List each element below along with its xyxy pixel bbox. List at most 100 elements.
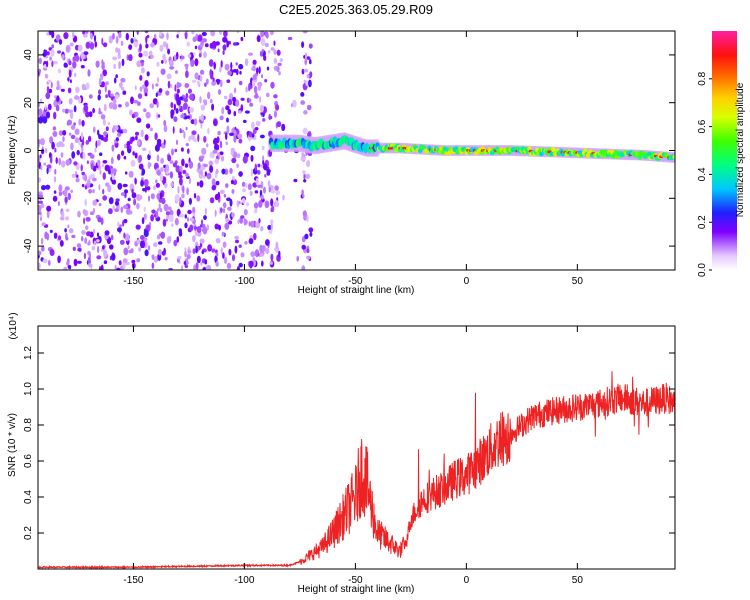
noise-speckle: [200, 114, 204, 122]
noise-speckle: [229, 132, 234, 136]
noise-speckle: [151, 83, 154, 90]
noise-speckle: [143, 229, 149, 238]
noise-speckle: [250, 145, 256, 152]
noise-speckle: [81, 171, 85, 176]
noise-speckle: [100, 264, 104, 270]
noise-speckle: [191, 79, 197, 83]
noise-speckle: [218, 31, 223, 35]
noise-speckle: [204, 43, 209, 48]
noise-speckle: [154, 132, 158, 141]
noise-speckle: [270, 81, 275, 89]
noise-speckle: [140, 129, 144, 138]
noise-speckle: [70, 134, 76, 140]
noise-speckle: [177, 256, 182, 260]
noise-speckle: [252, 256, 256, 263]
noise-speckle: [207, 127, 210, 135]
noise-speckle: [199, 96, 202, 104]
noise-speckle: [243, 219, 248, 225]
noise-speckle: [50, 155, 53, 164]
noise-speckle: [87, 69, 91, 77]
noise-speckle: [136, 31, 139, 35]
colorbar-tick-label: 0.8: [697, 71, 708, 85]
noise-speckle: [97, 159, 101, 167]
noise-speckle: [232, 69, 237, 73]
noise-speckle: [193, 52, 196, 56]
noise-speckle: [184, 214, 187, 219]
noise-speckle: [242, 188, 247, 193]
snr-ylabel: SNR (10 * v/v): [7, 413, 18, 477]
noise-speckle: [215, 155, 219, 160]
noise-speckle: [83, 104, 89, 113]
noise-speckle: [51, 60, 54, 68]
noise-speckle: [172, 162, 177, 168]
noise-speckle: [176, 81, 180, 89]
noise-speckle: [185, 143, 189, 147]
noise-speckle: [140, 179, 145, 187]
noise-speckle: [217, 144, 220, 151]
noise-speckle: [301, 265, 306, 270]
noise-speckle: [81, 83, 86, 91]
noise-speckle: [188, 161, 194, 169]
noise-speckle: [306, 255, 311, 260]
noise-speckle: [261, 194, 264, 200]
noise-speckle: [70, 124, 76, 130]
noise-speckle: [91, 245, 96, 251]
noise-speckle: [149, 127, 153, 132]
noise-speckle: [130, 159, 136, 167]
noise-speckle: [153, 185, 156, 191]
noise-speckle: [240, 97, 245, 101]
noise-speckle: [164, 257, 168, 261]
noise-speckle: [92, 107, 95, 114]
noise-speckle: [73, 258, 78, 267]
noise-speckle: [113, 63, 116, 69]
noise-speckle: [173, 239, 178, 247]
noise-speckle: [220, 60, 223, 68]
noise-speckle: [85, 31, 89, 35]
noise-speckle: [103, 137, 108, 142]
noise-speckle: [38, 200, 43, 204]
noise-speckle: [43, 162, 47, 166]
noise-speckle: [44, 73, 49, 79]
noise-speckle: [53, 111, 57, 120]
noise-speckle: [107, 184, 112, 193]
noise-speckle: [200, 104, 206, 111]
noise-speckle: [238, 171, 243, 177]
noise-speckle: [190, 134, 196, 141]
noise-speckle: [63, 32, 69, 40]
noise-speckle: [144, 31, 149, 34]
noise-speckle: [222, 50, 225, 55]
noise-speckle: [275, 104, 280, 111]
noise-speckle: [167, 48, 171, 55]
noise-speckle: [85, 82, 90, 90]
noise-speckle: [219, 140, 223, 149]
noise-speckle: [161, 60, 164, 64]
noise-speckle: [266, 66, 270, 71]
signal-core: [539, 151, 544, 157]
noise-speckle: [267, 180, 271, 187]
noise-speckle: [125, 208, 131, 215]
noise-speckle: [71, 234, 76, 239]
noise-speckle: [42, 116, 48, 124]
noise-speckle: [73, 105, 77, 113]
noise-speckle: [186, 253, 191, 260]
noise-speckle: [159, 192, 163, 199]
noise-speckle: [128, 54, 133, 62]
noise-speckle: [38, 108, 43, 116]
colorbar-tick-label: 0.0: [697, 263, 708, 277]
noise-speckle: [165, 164, 170, 172]
noise-speckle: [187, 209, 192, 215]
noise-speckle: [102, 160, 108, 164]
spectrogram-panel: -150 -100 -50 0 50 -40 -20 0 20 40 Height of str…: [7, 30, 676, 296]
noise-speckle: [264, 42, 269, 48]
noise-speckle: [112, 125, 116, 131]
noise-speckle: [215, 252, 219, 257]
noise-speckle: [306, 160, 311, 168]
noise-speckle: [139, 235, 145, 240]
noise-speckle: [269, 31, 274, 36]
noise-speckle: [228, 248, 232, 256]
noise-speckle: [209, 197, 215, 204]
noise-speckle: [74, 137, 80, 143]
noise-speckle: [122, 128, 128, 134]
noise-speckle: [97, 139, 101, 147]
noise-speckle: [259, 104, 264, 113]
